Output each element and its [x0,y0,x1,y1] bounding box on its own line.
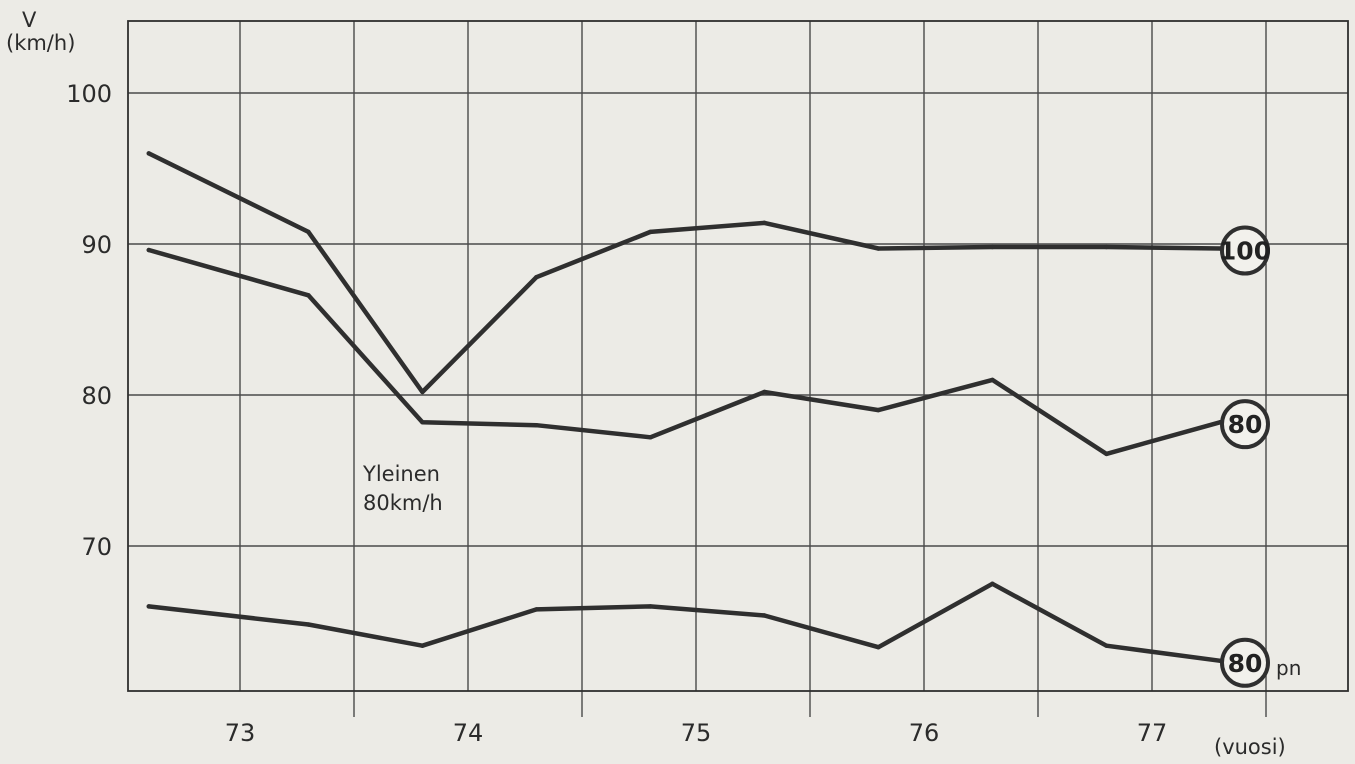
badge-label-0: 100 [1219,237,1271,266]
series-badges: 100 80 80 pn [1219,225,1301,688]
data-point-0-8 [1104,244,1109,250]
data-point-0-0 [146,151,151,156]
badge-ring-0 [1220,225,1270,276]
y-tick-label-80: 80 [81,382,112,410]
data-point-1-2 [420,419,425,425]
x-tick-label-75: 75 [681,719,712,747]
data-point-0-5 [762,220,767,226]
y-tick-label-70: 70 [81,533,112,561]
series-badge-2: 80 pn [1220,637,1301,688]
x-axis-label: (vuosi) [1214,735,1286,759]
annotation-line2: 80km/h [363,491,443,515]
data-point-2-6 [876,644,881,650]
series-1 [146,247,1223,457]
y-axis-ticks: 70 80 90 100 [66,80,112,561]
data-point-1-1 [306,293,311,298]
data-point-1-6 [876,407,881,413]
data-point-2-1 [306,622,311,627]
badge-label-2: 80 [1228,649,1263,678]
data-point-1-5 [762,389,767,395]
data-point-2-0 [146,604,151,609]
data-point-0-6 [876,246,881,251]
y-axis-unit: (km/h) [6,31,75,55]
data-point-2-4 [648,604,653,609]
annotation-line1: Yleinen [362,462,440,486]
plot-frame [127,20,1349,692]
data-point-2-8 [1104,643,1109,648]
series-badge-0: 100 [1219,225,1271,276]
data-point-2-5 [762,613,767,618]
grid [128,21,1348,717]
y-tick-label-90: 90 [81,231,112,259]
x-tick-label-77: 77 [1137,719,1168,747]
data-point-2-3 [534,607,539,612]
y-axis-label: V [22,8,37,32]
x-tick-label-74: 74 [453,719,484,747]
series-line-0 [146,151,1223,395]
series-badge-1: 80 [1220,399,1270,450]
x-tick-label-76: 76 [909,719,940,747]
y-tick-label-100: 100 [66,80,112,108]
badge-suffix-2: pn [1276,656,1301,680]
data-point-1-7 [990,377,995,383]
data-point-2-2 [420,643,425,648]
data-point-0-3 [534,275,539,280]
data-point-0-2 [420,389,425,395]
series-line-2 [146,581,1223,664]
data-point-1-0 [146,247,151,253]
data-point-0-1 [306,229,311,235]
series-2 [146,581,1223,664]
data-point-1-4 [648,435,653,440]
series-line-1 [146,247,1223,457]
badge-ring-2 [1220,637,1270,688]
data-point-1-8 [1104,451,1109,457]
data-point-1-3 [534,423,539,428]
series [146,151,1223,664]
data-point-2-7 [990,581,995,586]
x-tick-label-73: 73 [225,719,256,747]
badge-label-1: 80 [1228,410,1263,439]
series-0 [146,151,1223,395]
data-point-0-4 [648,229,653,235]
data-point-0-7 [990,244,995,250]
x-axis-ticks: 73 74 75 76 77 [225,719,1168,747]
badge-ring-1 [1220,399,1270,450]
